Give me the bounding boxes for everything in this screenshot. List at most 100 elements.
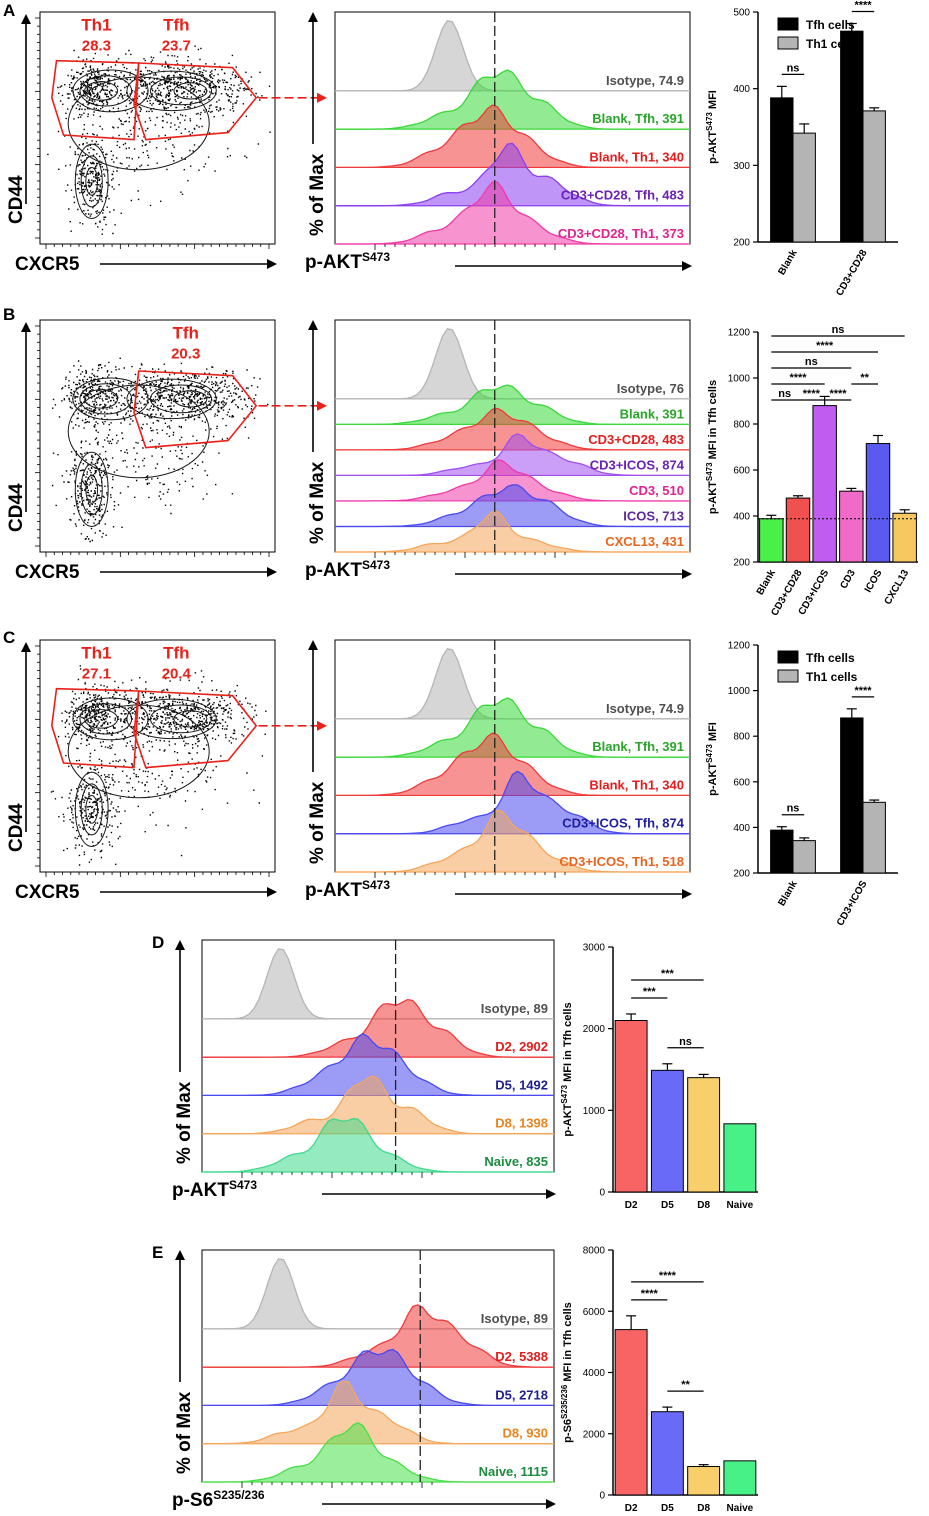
contour-ring (173, 82, 208, 100)
panel-label-E: E (152, 1243, 163, 1262)
histogram-track-label: CXCL13, 431 (605, 534, 684, 549)
significance-label: ns (679, 1036, 692, 1048)
gate-name-tfh: Tfh (163, 15, 189, 34)
category-label: CXCL13 (883, 568, 912, 607)
histogram-track-label: D2, 5388 (495, 1349, 548, 1364)
contour-ring (80, 783, 103, 836)
bar-d5-0 (650, 1411, 684, 1496)
y-axis-label: % of Max (307, 781, 328, 864)
bar-cd3-cd28-0 (840, 30, 864, 243)
y-tick-label: 1000 (728, 686, 751, 697)
contour-ring (149, 704, 213, 734)
y-axis-label: % of Max (174, 1081, 195, 1164)
y-tick-label: 600 (733, 777, 750, 788)
significance-label: **** (854, 685, 872, 697)
bar-blank-0 (759, 518, 784, 563)
y-title-sup: S473 (705, 744, 714, 763)
bar-cd3-icos-0 (840, 717, 864, 874)
histogram-track-label: Isotype, 76 (617, 381, 684, 396)
bar-chart-A: 200 300 400 500 p-AKTS473 MFI Blank CD3+CD28 Tf… (705, 0, 898, 298)
histogram-B: Isotype, 76 Blank, 391 CD3+CD28, 483 CD3+IC… (305, 319, 692, 581)
y-tick-label: 200 (733, 558, 750, 569)
y-axis-label: % of Max (307, 461, 328, 544)
gate-th1 (50, 687, 140, 769)
gate-tfh (133, 690, 258, 769)
contour-ring (80, 155, 103, 208)
y-title-rest: MFI (707, 90, 719, 112)
histogram-track-label: Isotype, 89 (481, 1001, 548, 1016)
histogram-track-label: Isotype, 74.9 (606, 73, 684, 88)
y-title-rest: MFI (707, 722, 719, 744)
contour-ring (173, 710, 208, 728)
gate-value-tfh: 20.4 (162, 665, 192, 682)
y-title-rest: MFI in Tfh cells (562, 1302, 574, 1385)
y-title-main: p-AKT (562, 1103, 574, 1136)
contour-ring (72, 377, 149, 421)
contour-ring (126, 378, 217, 420)
category-label: Blank (776, 879, 799, 908)
bar-cd3-icos-0 (812, 405, 837, 563)
y-axis-title: p-AKTS473 MFI in Tfh cells (560, 1002, 574, 1136)
histogram-track-label: CD3+CD28, Th1, 373 (558, 226, 684, 241)
gate-name-tfh: Tfh (172, 323, 198, 342)
contour-ring (74, 771, 109, 847)
histogram-track-label: CD3+ICOS, Th1, 518 (559, 854, 684, 869)
contour-ring (85, 794, 99, 824)
significance-label: *** (643, 986, 657, 998)
y-title-main: p-AKT (707, 131, 719, 164)
gate-tfh (133, 370, 258, 449)
gate-value-tfh: 20.3 (171, 345, 200, 362)
significance-label: **** (803, 388, 821, 400)
contour-ring (79, 383, 133, 415)
y-axis-label: CD44 (6, 175, 27, 224)
y-tick-label: 800 (733, 732, 750, 743)
histogram-track-label: CD3, 510 (629, 483, 684, 498)
bar-naive-0 (723, 1123, 757, 1193)
x-axis-label-sup: S235/236 (213, 1488, 265, 1502)
bar-d2-0 (614, 1329, 648, 1496)
event-dots (50, 665, 267, 866)
gate-tfh (133, 62, 258, 141)
contour-ring (85, 166, 99, 196)
y-title-rest: MFI in Tfh cells (707, 380, 719, 463)
contour-ring (72, 697, 149, 741)
x-axis-label: p-AKTS473 (305, 250, 390, 273)
contour-plot-C: Th1 27.1 Tfh 20.4 CD44 CXCR5 (6, 639, 327, 903)
gate-value-th1: 28.3 (82, 37, 111, 54)
y-tick-label: 0 (599, 1188, 605, 1199)
y-axis-label: CD44 (6, 483, 27, 532)
bar-chart-B: 200 400 600 800 1000 1200 p-AKTS473 MFI in Tfh… (705, 324, 918, 618)
bar-chart-C: 200 400 600 800 1000 1200 p-AKTS473 MFI Blank CD… (705, 641, 898, 928)
significance-label: **** (789, 372, 807, 384)
gate-th1 (50, 59, 140, 141)
category-label: D5 (661, 1503, 674, 1514)
contour-ring (126, 70, 217, 112)
histogram-track-label: Blank, Th1, 340 (589, 777, 684, 792)
histogram-track-label: Isotype, 89 (481, 1311, 548, 1326)
panel-E: E Isotype, 89 D2, 5388 D5, 2718 D8, 930 Naive… (152, 1243, 758, 1514)
contour-ring (84, 81, 119, 101)
bar-d2-0 (614, 1020, 648, 1193)
bar-icos-0 (865, 443, 891, 563)
category-label: ICOS (863, 568, 885, 595)
y-axis-label: % of Max (174, 1391, 195, 1474)
bar-d8-0 (687, 1466, 721, 1496)
contour-ring (72, 69, 149, 113)
y-title-main: p-AKT (707, 763, 719, 796)
bar-cxcl13-0 (892, 512, 917, 563)
histogram-track-label: Blank, Th1, 340 (589, 149, 684, 164)
contour-ring (74, 143, 109, 219)
significance-label: **** (641, 1288, 659, 1300)
x-axis-label: p-AKTS473 (172, 1178, 257, 1201)
x-axis-label: p-AKTS473 (305, 558, 390, 581)
panel-A: A Th1 28.3 Tfh 23.7 CD44 CXCR5 Isotype, 74.9 Bla… (3, 0, 898, 298)
contour-ring (67, 384, 210, 479)
category-label: Naive (727, 1200, 754, 1211)
y-tick-label: 1200 (728, 641, 751, 652)
category-label: CD3 (838, 568, 858, 591)
y-tick-label: 400 (733, 512, 750, 523)
histogram-E: Isotype, 89 D2, 5388 D5, 2718 D8, 930 Naive,… (172, 1249, 556, 1511)
bar-blank-1 (792, 132, 816, 243)
histogram-track-label: CD3+CD28, Tfh, 483 (561, 188, 684, 203)
contour-ring (126, 698, 217, 740)
